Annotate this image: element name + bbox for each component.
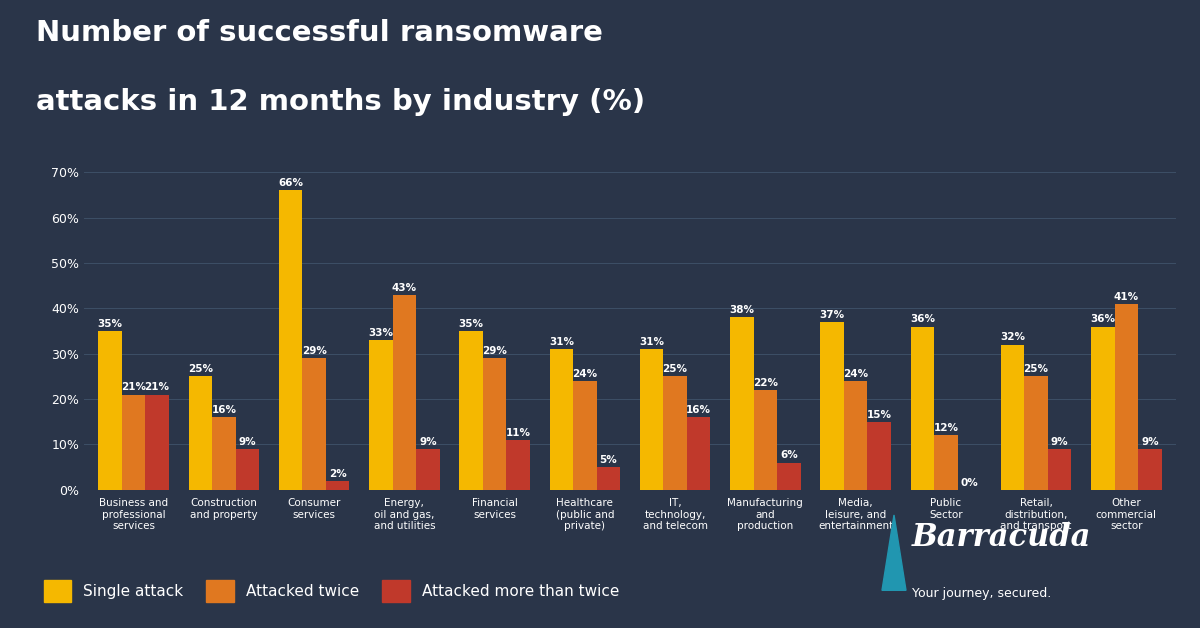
Bar <box>370 340 392 490</box>
Text: 29%: 29% <box>482 346 508 356</box>
Bar <box>754 390 778 490</box>
Text: 9%: 9% <box>1051 436 1068 447</box>
Text: 24%: 24% <box>572 369 598 379</box>
Text: 36%: 36% <box>1091 314 1115 324</box>
Text: 41%: 41% <box>1114 291 1139 301</box>
Text: 9%: 9% <box>239 436 256 447</box>
Text: 9%: 9% <box>419 436 437 447</box>
Text: 24%: 24% <box>844 369 868 379</box>
Bar <box>460 331 482 490</box>
Text: 66%: 66% <box>278 178 304 188</box>
Text: 11%: 11% <box>505 428 530 438</box>
Text: Barracuda: Barracuda <box>912 522 1091 553</box>
Bar <box>98 331 122 490</box>
Text: 0%: 0% <box>960 477 978 487</box>
Legend: Single attack, Attacked twice, Attacked more than twice: Single attack, Attacked twice, Attacked … <box>43 580 619 602</box>
Bar <box>1115 304 1138 490</box>
Text: 29%: 29% <box>301 346 326 356</box>
Bar <box>934 435 958 490</box>
Bar <box>326 481 349 490</box>
Bar <box>778 463 800 490</box>
Text: 33%: 33% <box>368 328 394 338</box>
Bar <box>416 449 439 490</box>
Text: attacks in 12 months by industry (%): attacks in 12 months by industry (%) <box>36 88 646 116</box>
Text: 16%: 16% <box>211 405 236 415</box>
Bar <box>1025 376 1048 490</box>
Bar <box>868 422 890 490</box>
Bar <box>821 322 844 490</box>
Text: 25%: 25% <box>188 364 212 374</box>
Text: 35%: 35% <box>458 319 484 329</box>
Bar <box>664 376 686 490</box>
Bar <box>212 417 235 490</box>
Text: 43%: 43% <box>392 283 416 293</box>
Text: 2%: 2% <box>329 468 347 479</box>
Bar <box>122 394 145 490</box>
Text: 16%: 16% <box>686 405 712 415</box>
Bar <box>506 440 530 490</box>
Text: 37%: 37% <box>820 310 845 320</box>
Bar <box>574 381 596 490</box>
Text: 5%: 5% <box>600 455 617 465</box>
Bar <box>640 349 664 490</box>
Text: 21%: 21% <box>121 382 146 392</box>
Text: 15%: 15% <box>866 409 892 420</box>
Bar <box>392 295 416 490</box>
Text: 25%: 25% <box>662 364 688 374</box>
Bar <box>188 376 212 490</box>
Text: 31%: 31% <box>548 337 574 347</box>
Text: 6%: 6% <box>780 450 798 460</box>
Bar <box>730 318 754 490</box>
Bar <box>145 394 169 490</box>
Text: 36%: 36% <box>910 314 935 324</box>
Text: 31%: 31% <box>640 337 664 347</box>
Bar <box>596 467 620 490</box>
Text: 22%: 22% <box>752 378 778 387</box>
Bar <box>844 381 868 490</box>
Bar <box>278 190 302 490</box>
Bar <box>482 359 506 490</box>
Bar <box>911 327 934 490</box>
Text: 38%: 38% <box>730 305 755 315</box>
Text: 32%: 32% <box>1000 332 1025 342</box>
Text: 21%: 21% <box>145 382 169 392</box>
Bar <box>1138 449 1162 490</box>
Bar <box>1048 449 1072 490</box>
Bar <box>302 359 326 490</box>
Text: 9%: 9% <box>1141 436 1159 447</box>
Bar <box>550 349 574 490</box>
Bar <box>1091 327 1115 490</box>
Bar <box>235 449 259 490</box>
Bar <box>686 417 710 490</box>
Text: Number of successful ransomware: Number of successful ransomware <box>36 19 602 47</box>
Text: 25%: 25% <box>1024 364 1049 374</box>
Bar <box>1001 345 1025 490</box>
Text: Your journey, secured.: Your journey, secured. <box>912 587 1051 600</box>
Text: 12%: 12% <box>934 423 959 433</box>
Text: 35%: 35% <box>97 319 122 329</box>
